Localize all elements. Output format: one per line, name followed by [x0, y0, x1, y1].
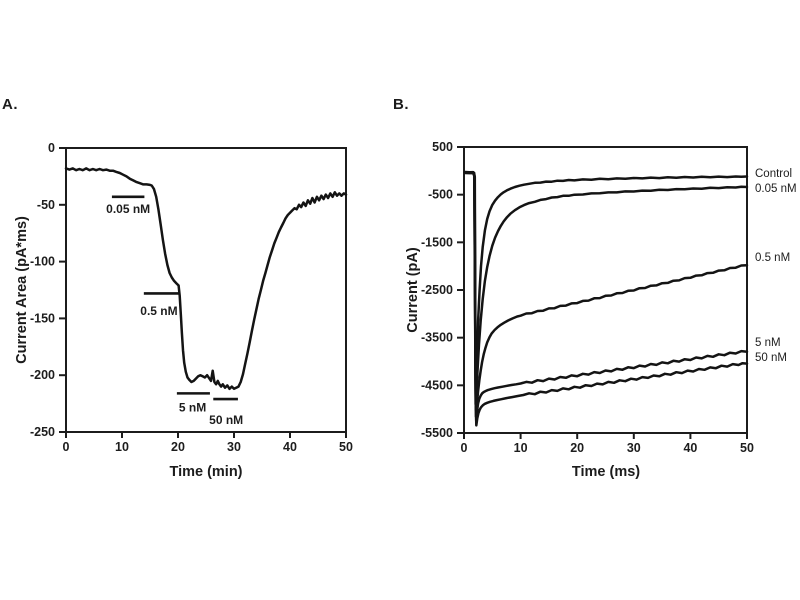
panel-a-annotation-label-0-05-nm: 0.05 nM — [106, 202, 150, 216]
panel-b-y-tick-label: -5500 — [421, 426, 453, 440]
panel-b-y-tick-label: -500 — [428, 188, 453, 202]
panel-b-x-tick-label: 0 — [461, 441, 468, 455]
panel-a-annotation-label-50-nm: 50 nM — [209, 413, 243, 427]
panel-b-x-tick-label: 10 — [514, 441, 528, 455]
panel-a-x-tick-label: 20 — [171, 440, 185, 454]
panel-b-x-tick-label: 40 — [683, 441, 697, 455]
panel-b-y-tick-label: 500 — [432, 140, 453, 154]
panel-b-x-axis-title: Time (ms) — [571, 464, 641, 480]
panel-b-trace-label-5-nm: 5 nM — [755, 337, 781, 349]
panel-b-y-tick-label: -1500 — [421, 235, 453, 249]
panel-a-x-tick-label: 10 — [115, 440, 129, 454]
panel-a-x-tick-label: 30 — [227, 440, 241, 454]
panel-a-x-tick-label: 40 — [283, 440, 297, 454]
panel-b-y-tick-label: -3500 — [421, 331, 453, 345]
panel-a-x-tick-label: 50 — [339, 440, 353, 454]
panel-b-trace-50-nm — [463, 171, 749, 427]
panel-b-trace-label-control: Control — [755, 168, 792, 180]
panel-b-trace-5-nm — [463, 171, 749, 422]
panel-b-trace-label-50-nm: 50 nM — [755, 352, 787, 364]
panel-a-y-tick-label: -200 — [30, 368, 55, 382]
panel-a-y-axis-title: Current Area (pA*ms) — [14, 216, 30, 364]
panel-b-plot: 0 10 20 30 40 50 500 -500 -1500 -2500 -3500 -4500 -5… — [421, 140, 797, 455]
panel-b-trace-0-05-nm — [463, 171, 749, 411]
panel-a-annotation-label-0-5-nm: 0.5 nM — [140, 304, 177, 318]
panel-b-x-tick-label: 30 — [627, 441, 641, 455]
panel-b-trace-control — [463, 170, 749, 406]
panel-a-x-axis-title: Time (min) — [169, 464, 243, 480]
panel-b-x-tick-label: 20 — [570, 441, 584, 455]
panel-a-tag: A. — [2, 96, 18, 113]
panel-b-y-tick-label: -4500 — [421, 378, 453, 392]
panel-a-x-tick-label: 0 — [63, 440, 70, 454]
panel-a-y-tick-label: -150 — [30, 311, 55, 325]
panel-a-y-tick-label: -50 — [37, 198, 55, 212]
panel-a-y-tick-label: -100 — [30, 255, 55, 269]
panel-b-y-axis-title: Current (pA) — [405, 247, 421, 333]
panel-a-y-tick-label: 0 — [48, 141, 55, 155]
panel-b-x-tick-label: 50 — [740, 441, 754, 455]
panel-a-plot: 0 10 20 30 40 50 0 -50 -100 -150 -200 -250 0.05 nM 0.… — [30, 141, 353, 454]
panel-b-trace-0-5-nm — [463, 171, 749, 419]
panel-b-tag: B. — [393, 96, 409, 113]
panel-a-trace-current-area — [64, 167, 348, 391]
panel-b-trace-label-0-5-nm: 0.5 nM — [755, 252, 790, 264]
panel-b-trace-label-0-05-nm: 0.05 nM — [755, 183, 797, 195]
panel-b-y-tick-label: -2500 — [421, 283, 453, 297]
panel-a-y-tick-label: -250 — [30, 425, 55, 439]
panel-a-annotation-label-5-nm: 5 nM — [179, 401, 206, 415]
panel-a-frame — [65, 147, 347, 433]
